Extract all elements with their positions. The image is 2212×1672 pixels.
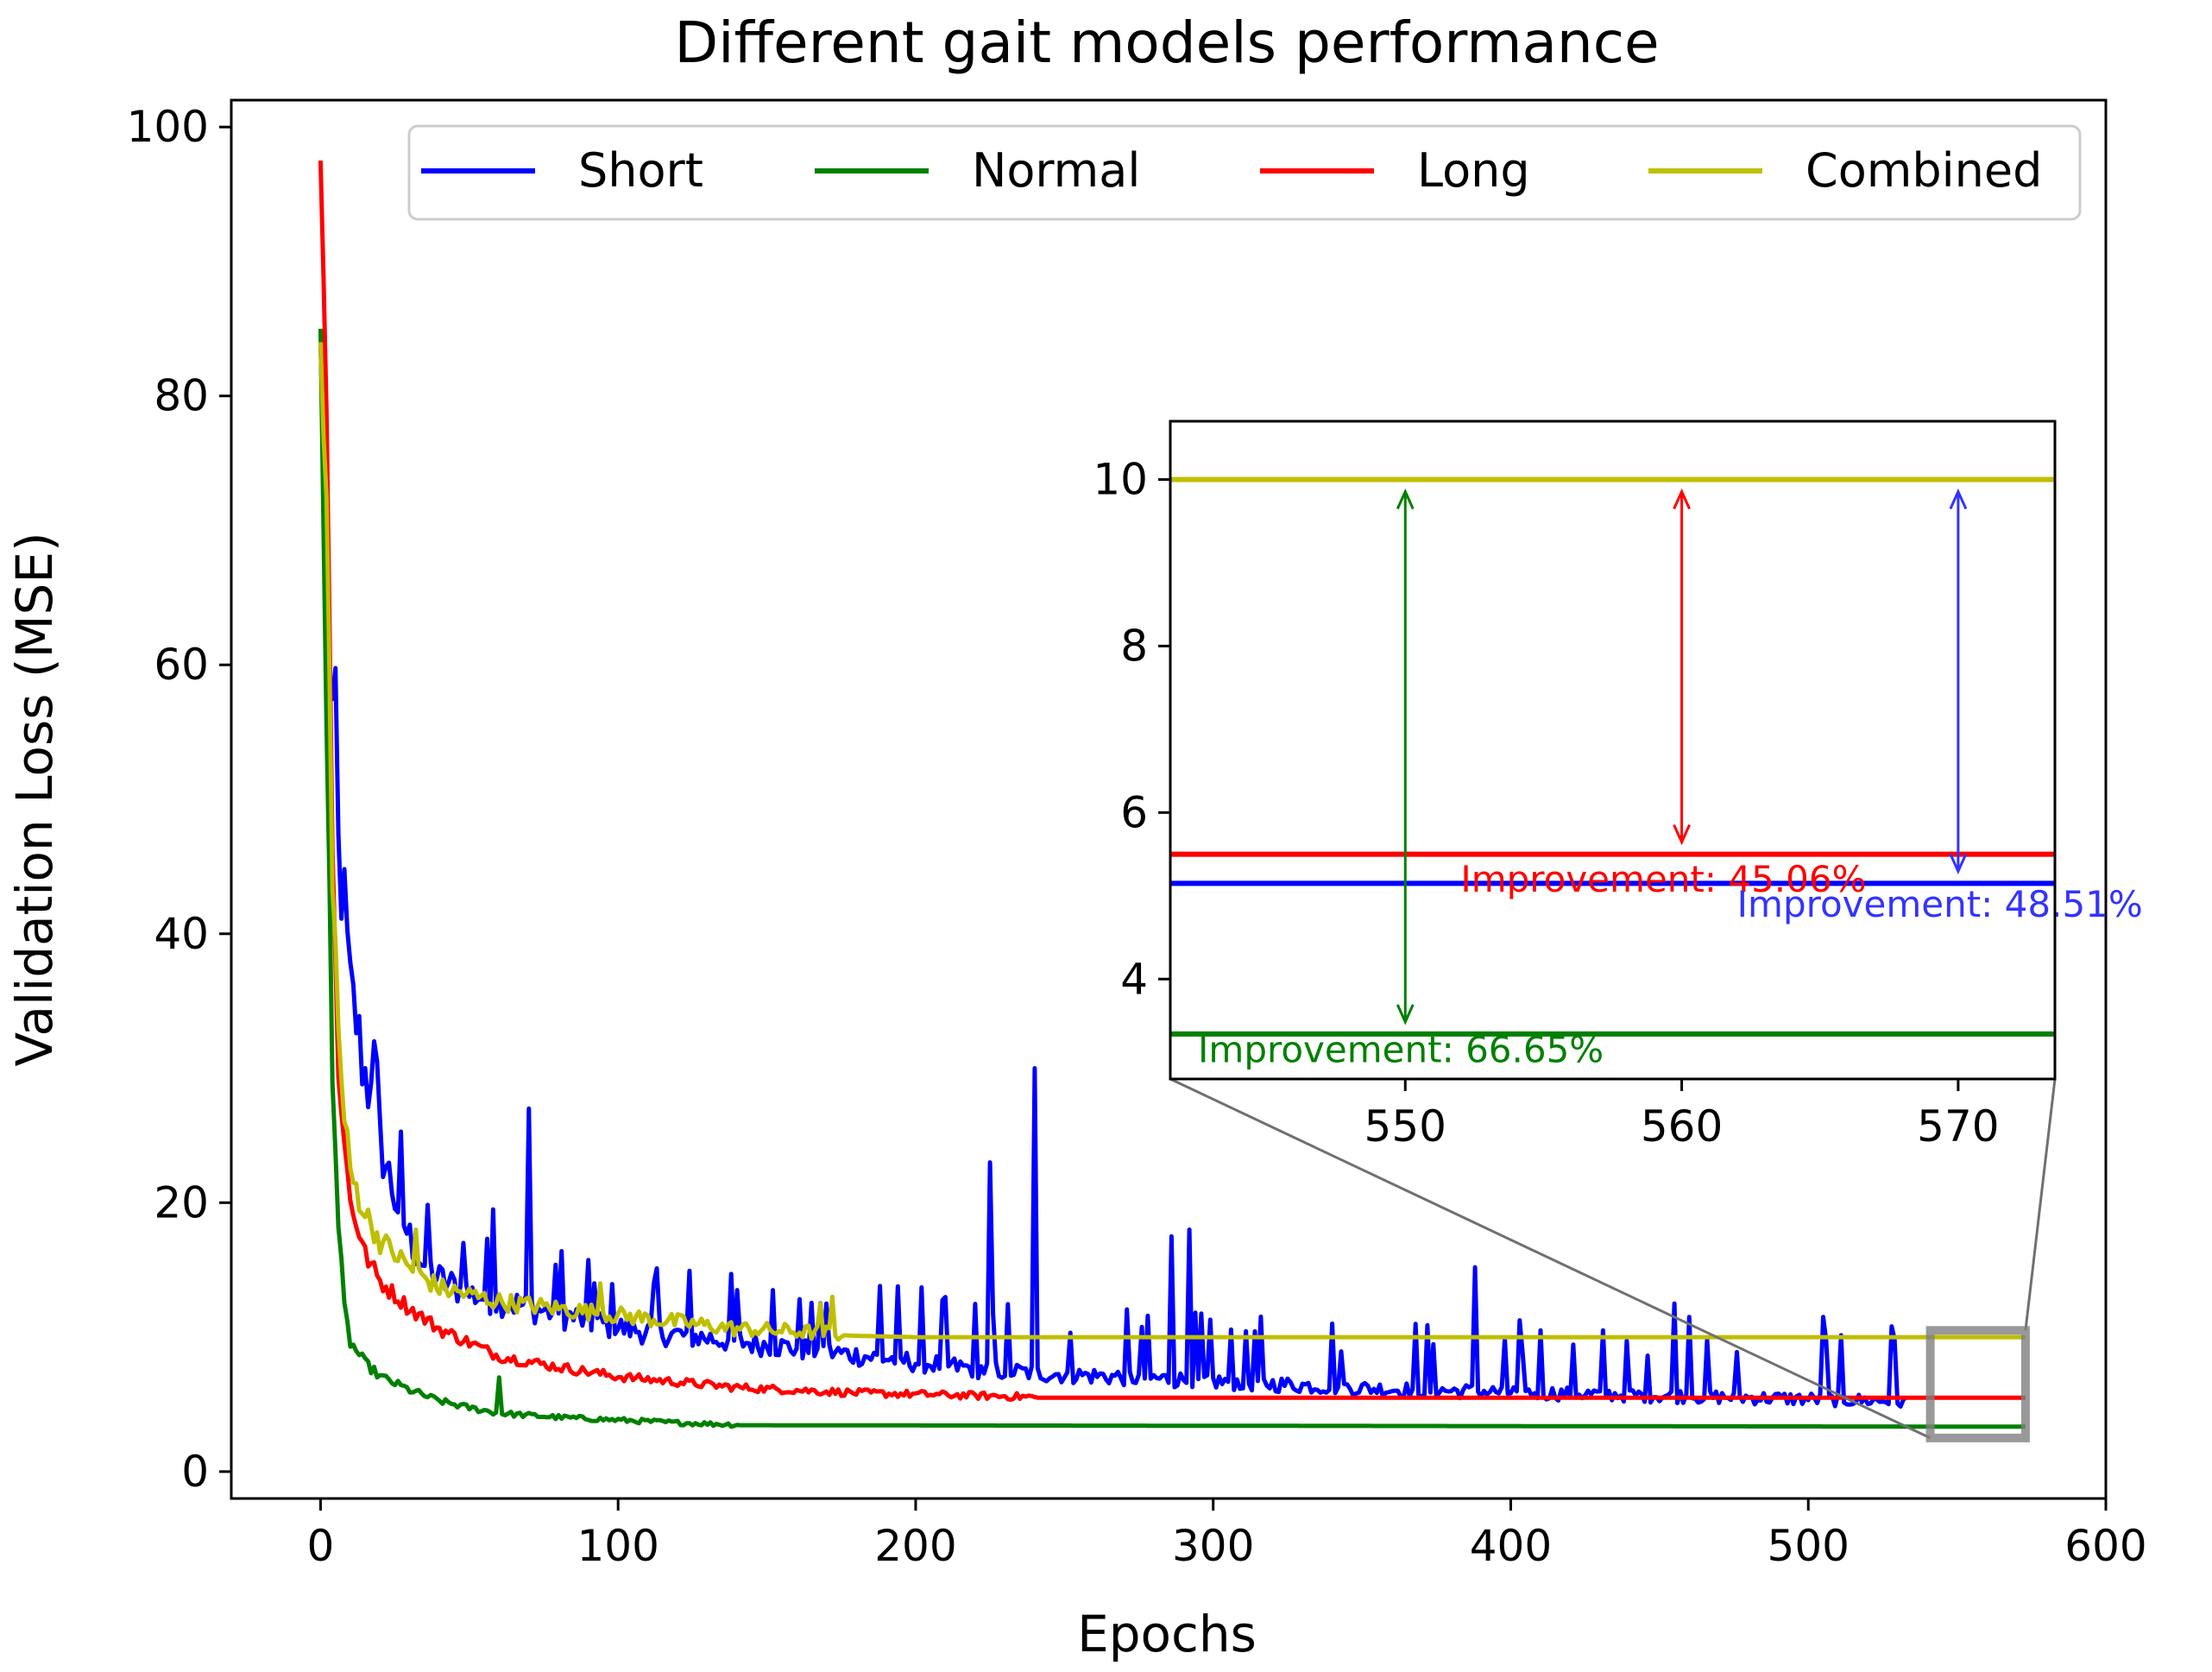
legend-label-normal: Normal xyxy=(972,143,1140,198)
x-tick-label: 600 xyxy=(2064,1521,2146,1571)
inset-frame xyxy=(1169,420,2057,1081)
inset-background xyxy=(1170,421,2055,1079)
x-tick-label: 300 xyxy=(1172,1521,1254,1571)
improvement-arrow-head-top xyxy=(1673,488,1691,510)
legend-label-short: Short xyxy=(578,143,703,198)
main-series-group xyxy=(318,161,2026,1429)
series-line-normal xyxy=(318,328,2026,1429)
inset-y-tick-label: 4 xyxy=(1120,954,1148,1004)
inset-x-tick-label: 570 xyxy=(1917,1101,1999,1151)
legend: Short Normal Long Combined xyxy=(407,124,2082,221)
improvement-arrow-head-bottom xyxy=(1396,1004,1415,1025)
inset-annotations-group: Improvement: 66.65% Improvement: 45.06%Im… xyxy=(1198,858,2143,1071)
inset-plot: Improvement: 66.65% Improvement: 45.06%Im… xyxy=(1093,420,2143,1151)
improvement-annotation: Improvement: 45.06% xyxy=(1460,858,1866,900)
y-tick-label: 80 xyxy=(154,371,209,421)
zoom-connector-top xyxy=(2024,1078,2057,1331)
x-tick-label: 0 xyxy=(307,1521,335,1571)
inset-arrows-group xyxy=(1396,488,1968,1025)
series-line-long xyxy=(318,161,2026,1403)
zoom-connector-bottom xyxy=(1169,1077,1932,1440)
y-tick-label: 0 xyxy=(181,1447,209,1497)
legend-label-combined: Combined xyxy=(1806,143,2042,198)
improvement-arrow-head-top xyxy=(1396,488,1415,510)
main-plot-frame xyxy=(230,98,2108,1500)
main-y-axis: 0 20 40 60 80 100 xyxy=(127,102,231,1497)
y-tick-label: 100 xyxy=(127,102,209,152)
inset-y-tick-label: 6 xyxy=(1120,787,1148,837)
series-line-combined xyxy=(318,342,2026,1342)
chart-title: Different gait models performance xyxy=(674,9,1659,76)
x-axis-label: Epochs xyxy=(1077,1605,1257,1663)
inset-y-tick-label: 8 xyxy=(1120,621,1148,671)
y-tick-label: 60 xyxy=(154,640,209,690)
improvement-arrow-head-bottom xyxy=(1949,853,1968,874)
zoom-region xyxy=(1169,1077,2057,1442)
y-axis-label: Validation Loss (MSE) xyxy=(5,532,64,1066)
series-line-short xyxy=(318,342,1908,1409)
improvement-arrow-head-bottom xyxy=(1673,823,1691,846)
inset-lines-group xyxy=(1170,476,2055,1037)
inset-y-axis: 4 6 8 10 xyxy=(1093,455,1170,1004)
improvement-annotation: Improvement: 48.51% xyxy=(1737,883,2143,925)
inset-x-axis: 550 560 570 xyxy=(1364,1079,2000,1151)
legend-label-long: Long xyxy=(1417,143,1530,198)
inset-x-tick-label: 550 xyxy=(1364,1101,1446,1151)
x-tick-label: 200 xyxy=(874,1521,956,1571)
inset-y-tick-label: 10 xyxy=(1093,455,1148,505)
y-tick-label: 40 xyxy=(154,909,209,959)
x-tick-label: 400 xyxy=(1470,1521,1552,1571)
main-x-axis: 0 100 200 300 400 500 600 xyxy=(307,1498,2147,1571)
main-plot: 0 100 200 300 400 500 600 0 20 40 60 80 100 xyxy=(127,98,2147,1571)
x-tick-label: 100 xyxy=(577,1521,659,1571)
zoom-rectangle xyxy=(1925,1326,2030,1442)
y-tick-label: 20 xyxy=(154,1177,209,1227)
legend-box xyxy=(407,124,2082,221)
improvement-annotation: Improvement: 66.65% xyxy=(1198,1029,1604,1071)
inset-x-tick-label: 560 xyxy=(1641,1101,1723,1151)
improvement-arrow-head-top xyxy=(1949,488,1968,510)
x-tick-label: 500 xyxy=(1768,1521,1850,1571)
